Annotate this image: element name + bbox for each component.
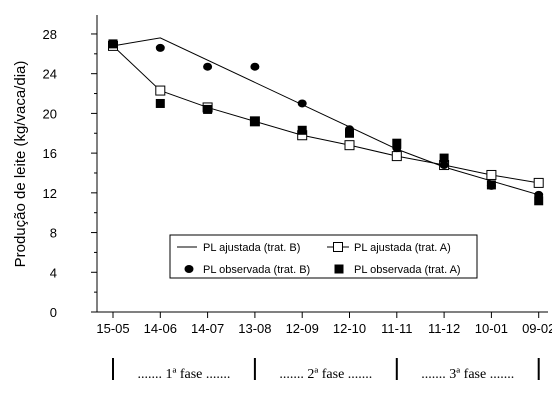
data-point-circle bbox=[203, 62, 213, 71]
y-axis-label: Produção de leite (kg/vaca/dia) bbox=[12, 61, 29, 268]
data-point-square bbox=[345, 128, 354, 138]
data-point-square bbox=[203, 104, 213, 114]
x-tick-label: 14-07 bbox=[191, 321, 224, 336]
legend-swatch-square bbox=[334, 264, 344, 274]
x-tick-label: 10-01 bbox=[475, 321, 508, 336]
data-point-open-square bbox=[486, 169, 497, 180]
legend-label: PL observada (trat. B) bbox=[203, 264, 310, 276]
axes bbox=[96, 15, 548, 313]
series-line bbox=[112, 45, 539, 184]
x-tick-label: 15-05 bbox=[96, 321, 129, 336]
y-tick-label: 8 bbox=[50, 226, 57, 241]
y-tick-label: 12 bbox=[43, 186, 57, 201]
legend-label: PL observada (trat. A) bbox=[354, 264, 461, 276]
x-tick-label: 13-08 bbox=[238, 321, 271, 336]
data-point-square bbox=[534, 196, 544, 206]
phase-label: ....... 1ª fase ....... bbox=[137, 367, 230, 382]
data-point-square bbox=[155, 98, 165, 108]
data-point-open-square bbox=[533, 177, 544, 188]
data-point-open-square bbox=[155, 85, 166, 96]
legend: PL ajustada (trat. B) PL ajustada (trat. … bbox=[169, 234, 478, 279]
x-tick-label: 14-06 bbox=[144, 321, 177, 336]
ticks: 0 4 8 12 16 20 24 28 15-05 14-06 14-07 13-08 12-09 12… bbox=[43, 27, 552, 336]
data-point-square bbox=[486, 180, 496, 190]
y-tick-label: 28 bbox=[43, 27, 57, 42]
legend-swatch-open-square bbox=[333, 242, 343, 252]
data-point-circle bbox=[439, 161, 449, 170]
phase-bar: ....... 1ª fase ....... ....... 2ª fase .… bbox=[112, 358, 540, 382]
legend-label: PL ajustada (trat. A) bbox=[354, 242, 451, 254]
y-tick-label: 0 bbox=[50, 305, 57, 320]
x-tick-label: 12-09 bbox=[286, 321, 319, 336]
data-point-open-square bbox=[344, 140, 355, 151]
data-point-square bbox=[392, 138, 402, 148]
x-tick-label: 12-10 bbox=[333, 321, 366, 336]
data-point-square bbox=[108, 39, 118, 49]
phase-label: ....... 3ª fase ....... bbox=[421, 367, 514, 382]
series-layer bbox=[108, 37, 544, 206]
data-point-circle bbox=[297, 99, 307, 108]
legend-swatch-circle bbox=[184, 265, 194, 273]
y-tick-label: 20 bbox=[43, 106, 57, 121]
data-point-square bbox=[297, 125, 307, 135]
x-tick-label: 11-12 bbox=[428, 321, 460, 336]
data-point-circle bbox=[155, 43, 165, 52]
data-point-circle bbox=[250, 62, 260, 71]
data-point-square bbox=[250, 116, 260, 126]
data-point-square bbox=[439, 153, 449, 163]
data-point-open-square bbox=[391, 151, 402, 162]
phase-label: ....... 2ª fase ....... bbox=[279, 367, 372, 382]
x-tick-label: 09-02 bbox=[522, 321, 552, 336]
x-tick-label: 11-11 bbox=[381, 321, 412, 336]
y-tick-label: 24 bbox=[43, 67, 57, 82]
legend-box bbox=[169, 234, 478, 279]
legend-label: PL ajustada (trat. B) bbox=[203, 242, 300, 254]
y-tick-label: 4 bbox=[50, 265, 57, 280]
y-tick-label: 16 bbox=[43, 146, 57, 161]
